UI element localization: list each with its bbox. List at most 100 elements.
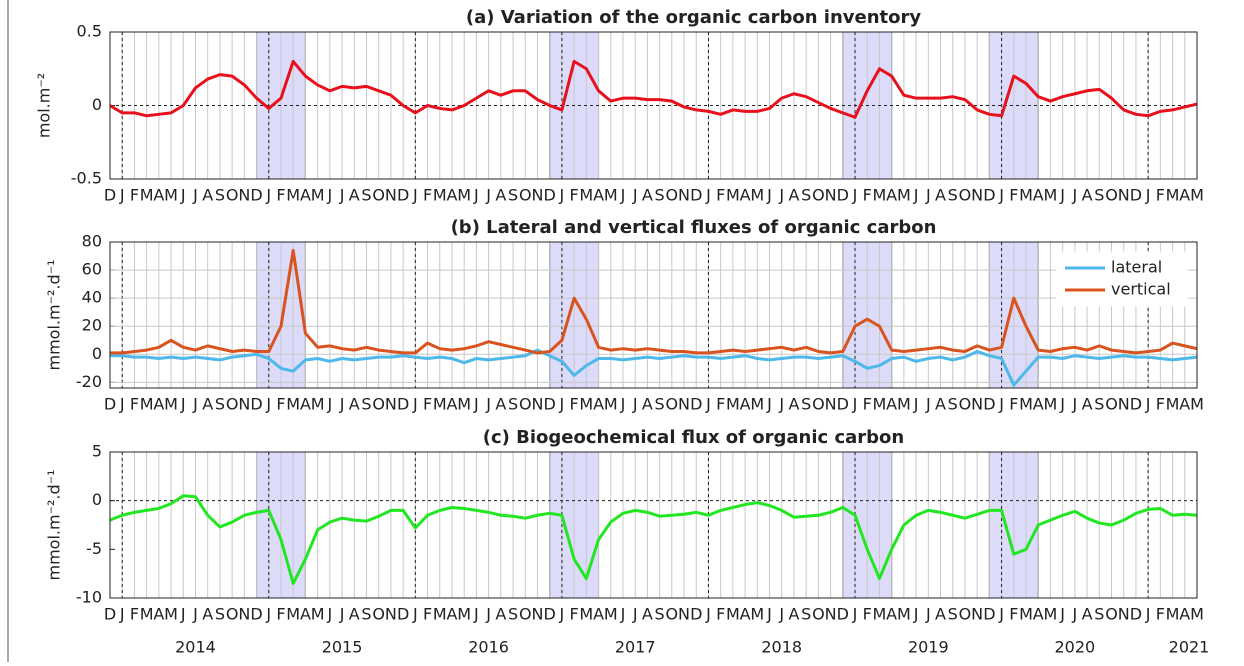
x-tick-label: N: [238, 395, 250, 414]
x-tick-label: M: [873, 186, 887, 205]
x-tick-label: S: [361, 605, 371, 624]
x-tick-label: J: [925, 605, 931, 624]
x-tick-label: J: [473, 605, 479, 624]
x-tick-label: S: [215, 605, 225, 624]
x-tick-label: M: [433, 605, 447, 624]
y-tick-label: -20: [76, 372, 102, 391]
y-tick-label: -5: [86, 539, 102, 558]
x-tick-label: J: [632, 605, 638, 624]
x-tick-label: F: [716, 605, 725, 624]
x-tick-label: A: [153, 605, 164, 624]
x-tick-label: O: [1105, 605, 1118, 624]
x-tick-label: M: [1190, 186, 1204, 205]
x-tick-label: D: [690, 186, 702, 205]
x-tick-label: J: [766, 605, 772, 624]
x-tick-label: M: [604, 605, 618, 624]
x-tick-label: J: [852, 395, 858, 414]
y-axis-label: mmol.m⁻².d⁻¹: [45, 259, 64, 370]
x-tick-label: N: [971, 395, 983, 414]
x-tick-label: N: [971, 186, 983, 205]
x-tick-label: A: [1082, 395, 1093, 414]
x-tick-label: O: [812, 605, 825, 624]
x-tick-label: A: [300, 605, 311, 624]
x-tick-label: J: [119, 186, 125, 205]
x-tick-label: O: [226, 605, 239, 624]
x-tick-label: D: [397, 605, 409, 624]
x-tick-label: N: [971, 605, 983, 624]
x-tick-label: A: [788, 186, 799, 205]
x-tick-label: N: [825, 605, 837, 624]
x-tick-label: J: [339, 605, 345, 624]
x-tick-label: A: [1179, 605, 1190, 624]
x-tick-label: J: [778, 395, 784, 414]
x-tick-label: M: [1044, 186, 1058, 205]
x-tick-label: M: [140, 186, 154, 205]
x-tick-label: J: [705, 395, 711, 414]
x-tick-label: F: [423, 395, 432, 414]
series-line: [110, 494, 1197, 585]
x-tick-label: D: [1130, 186, 1142, 205]
x-tick-label: A: [886, 605, 897, 624]
x-tick-label: F: [276, 186, 285, 205]
x-tick-label: J: [473, 395, 479, 414]
x-tick-label: M: [604, 395, 618, 414]
x-tick-label: M: [140, 395, 154, 414]
x-tick-label: A: [202, 395, 213, 414]
year-label: 2014: [175, 638, 216, 657]
x-tick-label: J: [339, 395, 345, 414]
x-tick-label: M: [311, 186, 325, 205]
x-tick-label: D: [983, 186, 995, 205]
x-tick-label: M: [1044, 605, 1058, 624]
x-tick-label: M: [433, 395, 447, 414]
x-tick-label: J: [766, 186, 772, 205]
x-tick-label: A: [593, 605, 604, 624]
x-tick-label: M: [1044, 395, 1058, 414]
year-label: 2019: [908, 638, 949, 657]
x-tick-label: J: [632, 395, 638, 414]
x-tick-label: M: [726, 395, 740, 414]
y-tick-label: 0.5: [77, 22, 102, 41]
x-tick-label: S: [215, 395, 225, 414]
x-tick-label: S: [215, 186, 225, 205]
x-tick-label: F: [1156, 605, 1165, 624]
x-tick-label: D: [983, 395, 995, 414]
x-tick-label: A: [788, 605, 799, 624]
x-tick-label: A: [1033, 605, 1044, 624]
x-tick-label: M: [164, 395, 178, 414]
x-tick-label: A: [447, 605, 458, 624]
x-tick-label: A: [886, 186, 897, 205]
x-tick-label: O: [666, 186, 679, 205]
x-tick-label: F: [1156, 186, 1165, 205]
x-tick-label: J: [412, 395, 418, 414]
x-tick-label: N: [385, 395, 397, 414]
x-tick-label: A: [642, 186, 653, 205]
x-tick-label: D: [397, 186, 409, 205]
x-tick-label: D: [250, 605, 262, 624]
year-label: 2018: [761, 638, 802, 657]
x-tick-label: J: [265, 605, 271, 624]
x-tick-label: A: [1179, 186, 1190, 205]
series-line: [110, 348, 1197, 387]
x-tick-label: S: [508, 605, 518, 624]
x-tick-label: D: [837, 605, 849, 624]
y-tick-label: 0: [92, 95, 102, 114]
x-tick-label: F: [423, 605, 432, 624]
x-tick-label: J: [1059, 186, 1065, 205]
x-tick-label: J: [705, 186, 711, 205]
x-tick-label: M: [1019, 395, 1033, 414]
x-tick-label: J: [339, 186, 345, 205]
x-tick-label: D: [1130, 395, 1142, 414]
x-tick-label: M: [1166, 395, 1180, 414]
x-tick-label: F: [130, 605, 139, 624]
panel-title: (a) Variation of the organic carbon inve…: [466, 7, 922, 28]
x-tick-label: M: [1190, 395, 1204, 414]
x-tick-label: M: [897, 186, 911, 205]
x-tick-label: M: [726, 605, 740, 624]
x-tick-label: J: [1059, 395, 1065, 414]
year-label: 2017: [615, 638, 656, 657]
x-tick-label: D: [837, 395, 849, 414]
x-tick-label: F: [863, 605, 872, 624]
x-tick-label: N: [825, 186, 837, 205]
x-tick-label: J: [412, 605, 418, 624]
x-tick-label: M: [897, 395, 911, 414]
